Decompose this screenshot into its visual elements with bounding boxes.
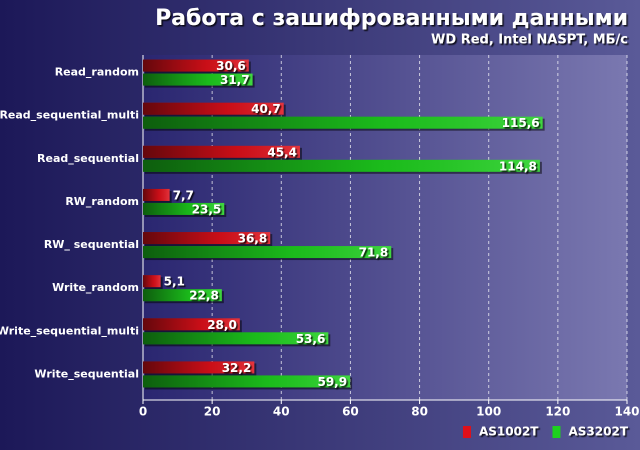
- y-tick-label: Write_sequential: [34, 367, 139, 380]
- chart-subtitle: WD Red, Intel NASPT, МБ/с: [431, 33, 628, 48]
- bar-shade: [143, 59, 249, 72]
- y-tick-label: Write_random: [52, 281, 139, 294]
- bar-shade: [143, 275, 161, 288]
- value-label: 114,8: [499, 159, 537, 173]
- legend-marker: [462, 426, 471, 438]
- x-tick-label: 60: [342, 405, 359, 419]
- bar-shade: [143, 116, 543, 129]
- x-tick-label: 100: [476, 405, 501, 419]
- value-label: 115,6: [502, 116, 540, 130]
- y-tick-label: Read_random: [55, 66, 139, 79]
- x-tick-label: 140: [614, 405, 639, 419]
- bar-shade: [143, 246, 392, 259]
- value-label: 5,1: [164, 275, 185, 289]
- y-tick-label: Read_sequential: [37, 152, 139, 165]
- y-tick-label: RW_ sequential: [44, 238, 139, 251]
- bar-shade: [143, 289, 222, 302]
- value-label: 7,7: [173, 188, 194, 202]
- bar-shade: [143, 145, 300, 158]
- value-label: 59,9: [317, 375, 347, 389]
- value-label: 31,7: [220, 73, 250, 87]
- x-tick-label: 40: [273, 405, 290, 419]
- value-label: 71,8: [359, 246, 389, 260]
- bar-shade: [143, 73, 253, 86]
- bar-shade: [143, 159, 540, 172]
- y-tick-label: Read_sequential_multi: [0, 109, 139, 122]
- legend-label: AS1002T: [479, 425, 539, 439]
- value-label: 32,2: [222, 361, 252, 375]
- value-label: 22,8: [189, 289, 219, 303]
- value-label: 28,0: [207, 318, 237, 332]
- y-tick-label: RW_random: [65, 195, 139, 208]
- value-label: 36,8: [238, 232, 268, 246]
- value-label: 40,7: [251, 102, 281, 116]
- y-tick-label: Write_sequential_multi: [0, 324, 139, 337]
- value-label: 23,5: [192, 202, 222, 216]
- value-label: 53,6: [296, 332, 326, 346]
- x-tick-label: 20: [204, 405, 221, 419]
- bar-shade: [143, 102, 284, 115]
- chart-title: Работа с зашифрованными данными: [155, 6, 628, 31]
- x-tick-label: 80: [411, 405, 428, 419]
- bar-shade: [143, 332, 329, 345]
- legend-label: AS3202T: [568, 425, 628, 439]
- bar-shade: [143, 202, 225, 215]
- bar-shade: [143, 318, 240, 331]
- bar-shade: [143, 361, 255, 374]
- x-tick-label: 0: [139, 405, 147, 419]
- value-label: 45,4: [267, 145, 297, 159]
- bar-shade: [143, 375, 351, 388]
- bar-shade: [143, 188, 170, 201]
- value-label: 30,6: [216, 59, 246, 73]
- bar-shade: [143, 232, 271, 245]
- x-tick-label: 120: [545, 405, 570, 419]
- legend-marker: [552, 426, 561, 438]
